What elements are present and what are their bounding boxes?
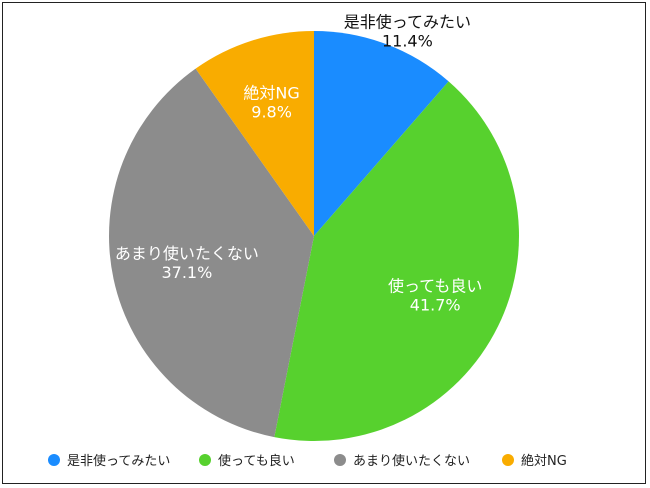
legend-marker-ok-to-use (199, 454, 211, 466)
pie-slice-rather-not (109, 68, 314, 438)
slice-value-rather-not: 37.1% (161, 263, 212, 282)
slice-value-definitely-want: 11.4% (382, 31, 433, 50)
pie-slice-ok-to-use (274, 81, 519, 441)
slice-label-absolutely-no: 絶対NG (243, 84, 299, 103)
slice-label-rather-not: あまり使いたくない (115, 244, 259, 263)
pie-slice-absolutely-no (195, 30, 314, 236)
slice-value-ok-to-use: 41.7% (410, 295, 461, 314)
legend-label-rather-not: あまり使いたくない (353, 453, 470, 469)
pie-slice-definitely-want (314, 31, 449, 236)
legend-label-definitely-want: 是非使ってみたい (67, 453, 170, 469)
legend: 是非使ってみたい 使っても良い あまり使いたくない 絶対NG (48, 453, 567, 469)
legend-marker-definitely-want (48, 454, 60, 466)
legend-label-absolutely-no: 絶対NG (521, 453, 567, 469)
slice-label-ok-to-use: 使っても良い (388, 276, 482, 295)
legend-marker-rather-not (334, 454, 346, 466)
slice-label-definitely-want: 是非使ってみたい (344, 12, 471, 31)
slice-value-absolutely-no: 9.8% (251, 103, 292, 122)
legend-marker-absolutely-no (502, 454, 514, 466)
legend-label-ok-to-use: 使っても良い (218, 453, 295, 469)
pie-slices (109, 30, 519, 441)
